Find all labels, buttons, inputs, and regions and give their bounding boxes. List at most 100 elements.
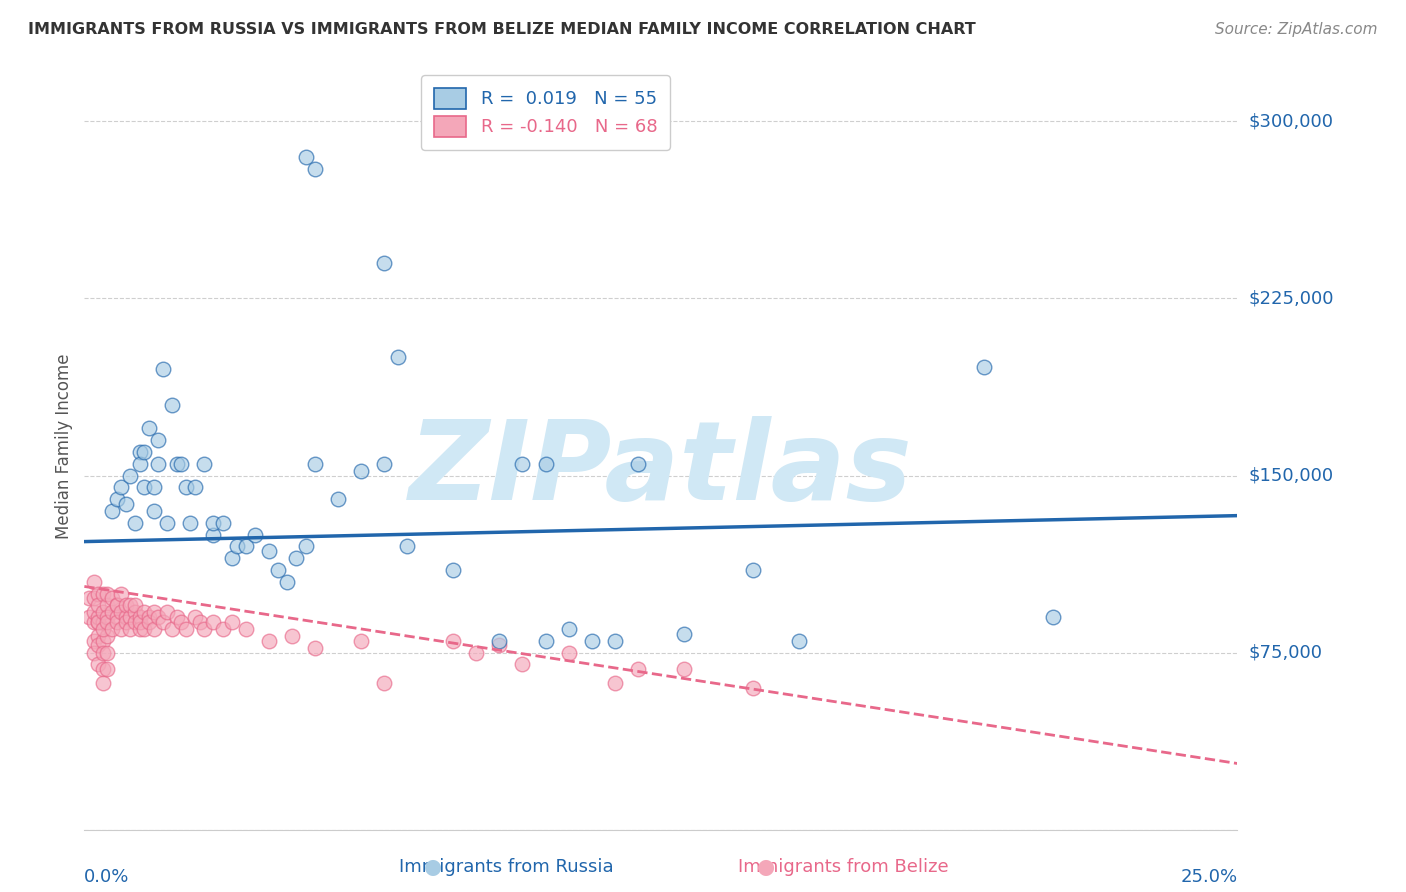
Point bbox=[124, 615, 146, 629]
Text: Immigrants from Belize: Immigrants from Belize bbox=[738, 858, 949, 876]
Point bbox=[373, 256, 395, 270]
Text: Immigrants from Russia: Immigrants from Russia bbox=[399, 858, 613, 876]
Point bbox=[146, 457, 169, 471]
Point bbox=[193, 457, 215, 471]
Point bbox=[128, 457, 150, 471]
Point bbox=[174, 480, 197, 494]
Point bbox=[96, 615, 118, 629]
Point bbox=[257, 633, 280, 648]
Point bbox=[152, 362, 174, 376]
Point bbox=[142, 504, 165, 518]
Point bbox=[96, 586, 118, 600]
Point bbox=[87, 615, 110, 629]
Point bbox=[184, 610, 207, 624]
Point bbox=[202, 615, 225, 629]
Point bbox=[110, 480, 132, 494]
Point bbox=[193, 622, 215, 636]
Point bbox=[672, 626, 695, 640]
Point bbox=[87, 629, 110, 643]
Point bbox=[115, 599, 138, 613]
Point bbox=[87, 615, 110, 629]
Point bbox=[146, 433, 169, 447]
Text: Source: ZipAtlas.com: Source: ZipAtlas.com bbox=[1215, 22, 1378, 37]
Point bbox=[87, 610, 110, 624]
Point bbox=[557, 622, 579, 636]
Point bbox=[488, 633, 510, 648]
Point bbox=[91, 662, 114, 676]
Point bbox=[973, 359, 995, 374]
Point bbox=[83, 615, 105, 629]
Point bbox=[115, 610, 138, 624]
Point bbox=[188, 615, 211, 629]
Point bbox=[581, 633, 603, 648]
Point bbox=[152, 615, 174, 629]
Point bbox=[96, 662, 118, 676]
Point bbox=[105, 599, 128, 613]
Point bbox=[105, 610, 128, 624]
Point bbox=[160, 622, 183, 636]
Point bbox=[225, 539, 247, 553]
Point bbox=[276, 574, 298, 589]
Point bbox=[124, 606, 146, 620]
Point bbox=[83, 633, 105, 648]
Point bbox=[742, 563, 765, 577]
Point bbox=[281, 629, 304, 643]
Point bbox=[787, 633, 810, 648]
Point bbox=[603, 676, 626, 690]
Point bbox=[350, 464, 373, 478]
Point bbox=[211, 622, 233, 636]
Point bbox=[387, 351, 409, 365]
Point bbox=[166, 457, 188, 471]
Point bbox=[105, 599, 128, 613]
Point bbox=[101, 622, 124, 636]
Point bbox=[243, 527, 266, 541]
Point bbox=[294, 539, 316, 553]
Point bbox=[105, 492, 128, 507]
Point bbox=[465, 646, 488, 660]
Point bbox=[91, 615, 114, 629]
Point bbox=[110, 586, 132, 600]
Point bbox=[91, 586, 114, 600]
Point bbox=[170, 615, 193, 629]
Text: 0.0%: 0.0% bbox=[84, 869, 129, 887]
Point bbox=[202, 516, 225, 530]
Point bbox=[77, 591, 100, 606]
Point bbox=[138, 421, 160, 435]
Point bbox=[142, 606, 165, 620]
Point bbox=[512, 457, 534, 471]
Point bbox=[96, 646, 118, 660]
Point bbox=[179, 516, 201, 530]
Text: $225,000: $225,000 bbox=[1249, 290, 1334, 308]
Text: $300,000: $300,000 bbox=[1249, 112, 1333, 130]
Point bbox=[441, 633, 464, 648]
Point bbox=[124, 516, 146, 530]
Text: IMMIGRANTS FROM RUSSIA VS IMMIGRANTS FROM BELIZE MEDIAN FAMILY INCOME CORRELATIO: IMMIGRANTS FROM RUSSIA VS IMMIGRANTS FRO… bbox=[28, 22, 976, 37]
Point bbox=[87, 586, 110, 600]
Text: ●: ● bbox=[758, 857, 775, 877]
Point bbox=[134, 606, 156, 620]
Point bbox=[350, 633, 373, 648]
Point bbox=[534, 457, 557, 471]
Point bbox=[512, 657, 534, 672]
Point bbox=[627, 662, 650, 676]
Point bbox=[91, 646, 114, 660]
Point bbox=[257, 544, 280, 558]
Point bbox=[285, 551, 308, 566]
Point bbox=[211, 516, 233, 530]
Point bbox=[221, 551, 243, 566]
Point bbox=[128, 445, 150, 459]
Point bbox=[627, 457, 650, 471]
Point bbox=[120, 622, 142, 636]
Point bbox=[138, 615, 160, 629]
Point bbox=[138, 610, 160, 624]
Point bbox=[396, 539, 419, 553]
Point bbox=[83, 606, 105, 620]
Point bbox=[96, 610, 118, 624]
Text: $75,000: $75,000 bbox=[1249, 643, 1323, 662]
Point bbox=[83, 646, 105, 660]
Text: ●: ● bbox=[425, 857, 441, 877]
Point bbox=[101, 591, 124, 606]
Point bbox=[105, 615, 128, 629]
Point bbox=[91, 676, 114, 690]
Point bbox=[110, 606, 132, 620]
